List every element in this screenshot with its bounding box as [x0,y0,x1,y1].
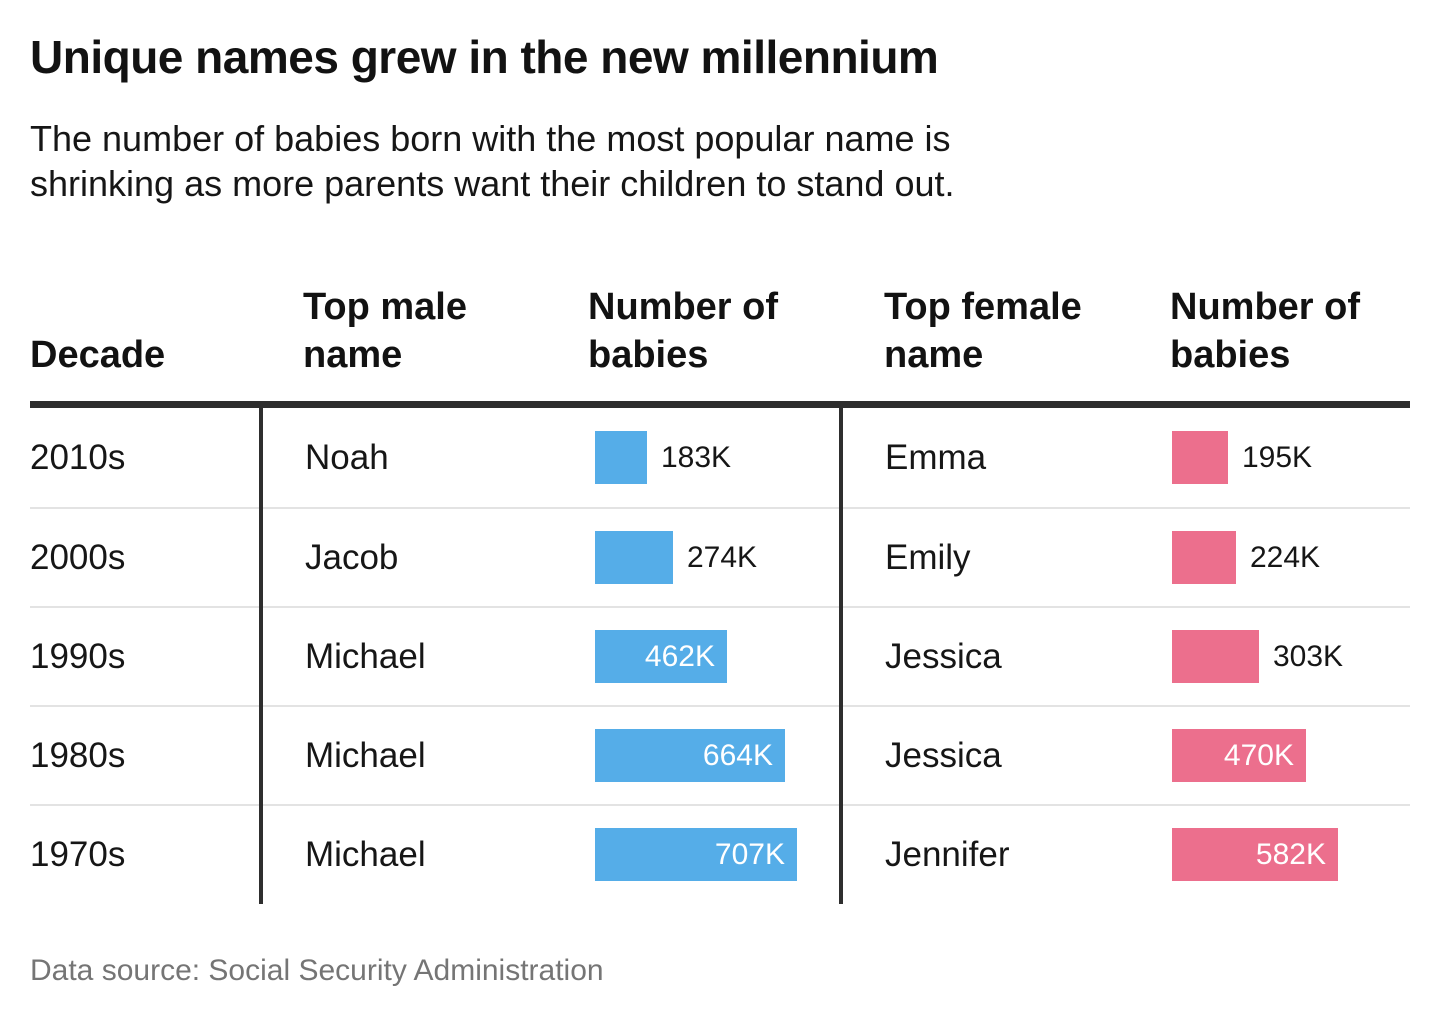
male-value-label: 462K [644,639,715,673]
male-name-cell: Michael [305,735,426,775]
subtitle: The number of babies born with the most … [30,116,955,206]
male-value-label: 707K [714,837,785,871]
female-name-cell: Jennifer [885,834,1010,874]
female-name-cell: Emily [885,537,971,577]
male-name-cell: Michael [305,636,426,676]
male-bar-cell: 664K [595,707,785,804]
decade-cell: 1970s [30,834,126,874]
male-bar: 462K [595,630,727,683]
female-bar: 470K [1172,729,1306,782]
column-divider-middle [839,401,843,904]
male-name-cell: Jacob [305,537,399,577]
female-value-label: 195K [1242,440,1313,474]
table-row: 2010s Noah 183K Emma 195K [30,408,1410,507]
male-name-cell: Michael [305,834,426,874]
decade-cell: 1990s [30,636,126,676]
male-bar-cell: 274K [595,509,757,606]
male-value-label: 274K [687,540,758,574]
female-name-cell: Emma [885,437,987,477]
male-bar-cell: 707K [595,806,797,903]
male-bar: 707K [595,828,797,881]
male-name-cell: Noah [305,437,389,477]
table-row: 1990s Michael 462K Jessica 303K [30,606,1410,705]
female-value-label: 224K [1250,540,1321,574]
male-bar-cell: 462K [595,608,727,705]
female-bar-cell: 470K [1172,707,1306,804]
column-header-decade: Decade [30,334,166,376]
column-header-top-female-name: Top female name [884,286,1082,376]
female-name-cell: Jessica [885,636,1002,676]
table-row: 2000s Jacob 274K Emily 224K [30,507,1410,606]
page-title: Unique names grew in the new millennium [30,31,939,83]
female-name-cell: Jessica [885,735,1002,775]
female-bar-cell: 582K [1172,806,1338,903]
decade-cell: 1980s [30,735,126,775]
column-header-female-number-of-babies: Number of babies [1170,286,1360,376]
table-body: 2010s Noah 183K Emma 195K 2000s Jacob 27… [30,408,1410,903]
female-value-label: 582K [1255,837,1326,871]
female-bar-cell: 195K [1172,408,1312,507]
female-bar-cell: 303K [1172,608,1343,705]
data-source-note: Data source: Social Security Administrat… [30,954,604,987]
male-bar [595,431,647,484]
table-row: 1970s Michael 707K Jennifer 582K [30,804,1410,903]
subtitle-line-1: The number of babies born with the most … [30,118,951,159]
subtitle-line-2: shrinking as more parents want their chi… [30,163,955,204]
female-value-label: 303K [1273,639,1344,673]
column-header-male-number-of-babies: Number of babies [588,286,778,376]
decade-cell: 2010s [30,437,126,477]
table-row: 1980s Michael 664K Jessica 470K [30,705,1410,804]
male-bar [595,531,673,584]
header-rule [30,401,1410,408]
column-header-top-male-name: Top male name [303,286,467,376]
female-bar [1172,531,1236,584]
decade-cell: 2000s [30,537,126,577]
male-bar: 664K [595,729,785,782]
female-bar: 582K [1172,828,1338,881]
column-divider-left [259,401,263,904]
female-bar [1172,431,1228,484]
female-bar-cell: 224K [1172,509,1320,606]
male-value-label: 183K [661,440,732,474]
female-value-label: 470K [1223,738,1294,772]
female-bar [1172,630,1259,683]
male-bar-cell: 183K [595,408,731,507]
male-value-label: 664K [702,738,773,772]
